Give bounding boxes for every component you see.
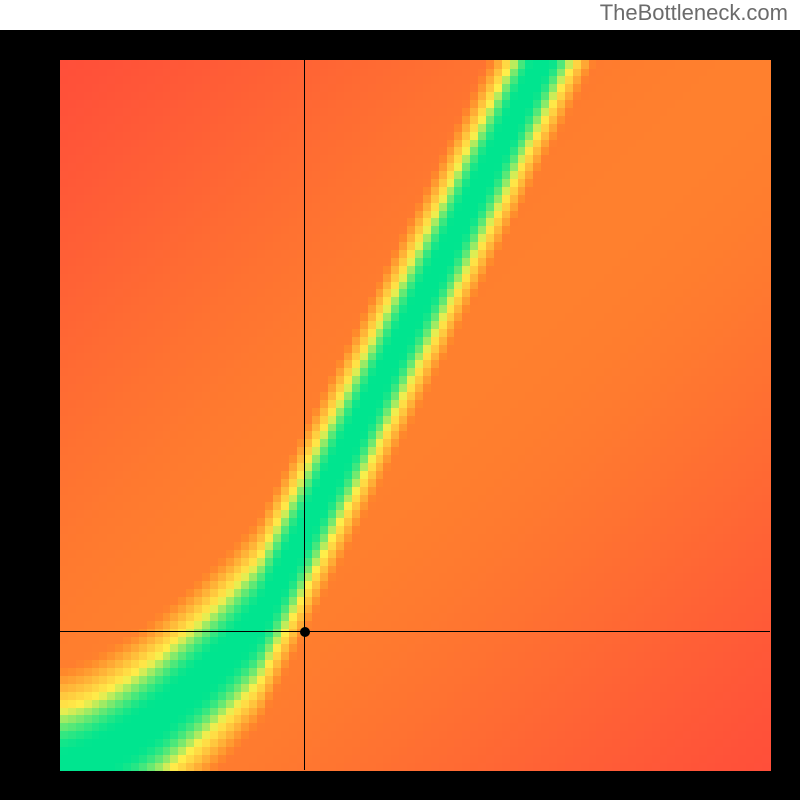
heat-cell: [762, 644, 771, 653]
heat-cell: [762, 447, 771, 456]
heat-cell: [762, 486, 771, 495]
heat-cell: [762, 683, 771, 692]
heat-cell: [762, 399, 771, 408]
heat-cell: [762, 738, 771, 747]
heat-cell: [762, 376, 771, 385]
heat-cell: [762, 628, 771, 637]
heat-cell: [762, 667, 771, 676]
heat-cell: [762, 336, 771, 345]
heat-cell: [762, 525, 771, 534]
heat-cell: [762, 549, 771, 558]
heat-cell: [762, 699, 771, 708]
heat-cell: [762, 423, 771, 432]
heat-cell: [762, 439, 771, 448]
heat-cell: [762, 581, 771, 590]
heat-cell: [762, 660, 771, 669]
heat-cell: [762, 675, 771, 684]
heat-cell: [762, 573, 771, 582]
heat-cell: [762, 518, 771, 527]
heat-cell: [762, 368, 771, 377]
heat-cell: [762, 652, 771, 661]
heat-cell: [762, 691, 771, 700]
heat-cell: [762, 352, 771, 361]
heat-cell: [762, 707, 771, 716]
heat-cell: [762, 431, 771, 440]
watermark-text: TheBottleneck.com: [600, 0, 788, 26]
heat-cell: [762, 604, 771, 613]
heat-cell: [762, 415, 771, 424]
heat-cell: [762, 494, 771, 503]
heat-cell: [762, 360, 771, 369]
heat-cell: [762, 596, 771, 605]
heat-cell: [762, 344, 771, 353]
heat-cell: [762, 715, 771, 724]
heat-cell: [762, 589, 771, 598]
heat-cell: [762, 754, 771, 763]
heat-cell: [762, 557, 771, 566]
heat-cell: [762, 731, 771, 740]
heat-cell: [762, 502, 771, 511]
heat-cell: [762, 462, 771, 471]
heat-cell: [762, 510, 771, 519]
heat-cell: [762, 533, 771, 542]
heat-cell: [762, 470, 771, 479]
heat-cell: [762, 723, 771, 732]
heat-cell: [762, 620, 771, 629]
heat-cell: [762, 746, 771, 755]
heat-cell: [762, 391, 771, 400]
heat-cell: [762, 541, 771, 550]
heat-cell: [762, 383, 771, 392]
heat-cell: [762, 565, 771, 574]
bottleneck-heatmap: [0, 30, 800, 800]
heat-cell: [762, 407, 771, 416]
heat-cell: [762, 612, 771, 621]
chart-container: TheBottleneck.com: [0, 0, 800, 800]
heat-cell: [762, 478, 771, 487]
heat-cell: [762, 454, 771, 463]
heat-cell: [762, 762, 771, 771]
heat-cell: [762, 636, 771, 645]
